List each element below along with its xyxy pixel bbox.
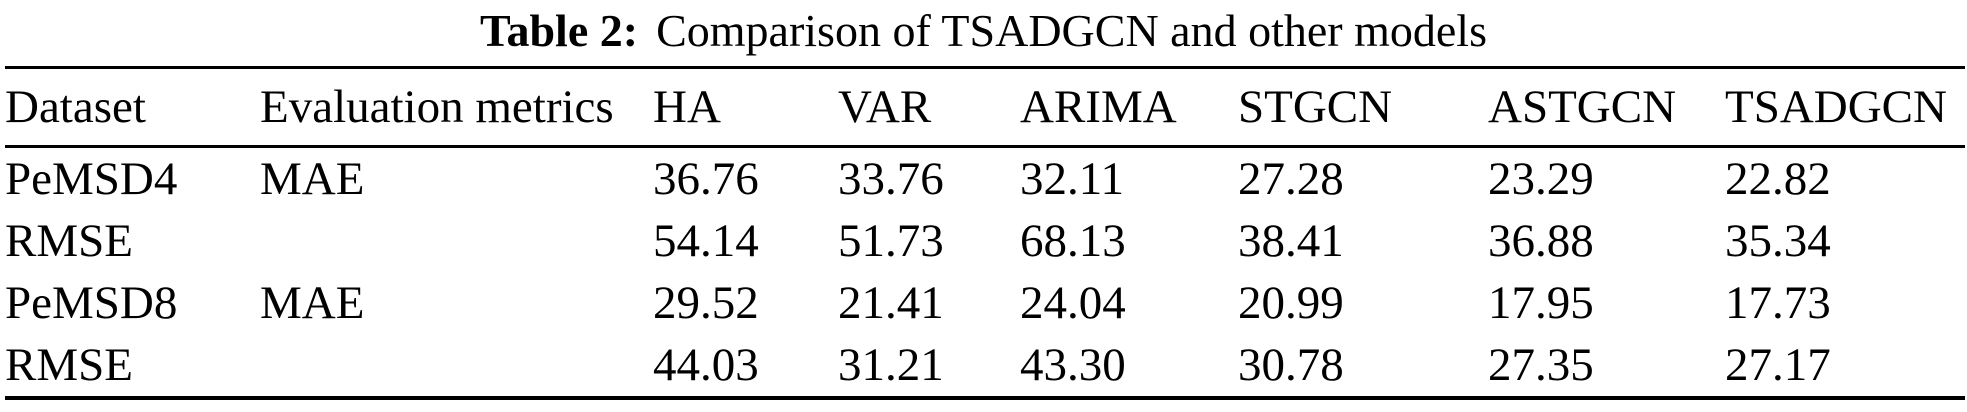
comparison-table: Dataset Evaluation metrics HA VAR ARIMA … [5,66,1965,400]
cell-value: 36.76 [653,153,759,205]
cell-value: 21.41 [838,277,944,329]
column-header-stgcn: STGCN [1238,81,1393,133]
cell-metric: MAE [260,153,365,205]
column-header-var: VAR [838,81,932,133]
cell-value: 33.76 [838,153,944,205]
cell-value: 23.29 [1488,153,1594,205]
cell-metric [260,334,653,398]
table-row: PeMSD8 MAE 29.52 21.41 24.04 20.99 17.95… [5,272,1965,334]
column-header-dataset: Dataset [5,81,146,133]
cell-dataset: PeMSD8 [5,277,178,329]
table-row: PeMSD4 MAE 36.76 33.76 32.11 27.28 23.29… [5,147,1965,211]
cell-metric: MAE [260,277,365,329]
cell-value: 38.41 [1238,215,1344,267]
cell-value: 24.04 [1020,277,1126,329]
cell-value: 44.03 [653,339,759,391]
cell-value: 30.78 [1238,339,1344,391]
column-header-tsadgcn: TSADGCN [1725,81,1947,133]
table-caption-label: Table 2: [480,5,639,56]
cell-dataset: RMSE [5,339,133,391]
column-header-astgcn: ASTGCN [1488,81,1677,133]
header-row: Dataset Evaluation metrics HA VAR ARIMA … [5,68,1965,147]
cell-value: 27.35 [1488,339,1594,391]
table-caption-text: Comparison of TSADGCN and other models [656,5,1487,56]
column-header-evaluation-metrics: Evaluation metrics [260,81,614,133]
cell-value: 22.82 [1725,153,1831,205]
cell-dataset: PeMSD4 [5,153,178,205]
cell-value: 54.14 [653,215,759,267]
cell-value: 32.11 [1020,153,1125,205]
cell-value: 51.73 [838,215,944,267]
cell-value: 31.21 [838,339,944,391]
table-row: RMSE 54.14 51.73 68.13 38.41 36.88 35.34 [5,210,1965,272]
cell-metric [260,210,653,272]
cell-value: 36.88 [1488,215,1594,267]
cell-value: 27.17 [1725,339,1831,391]
cell-value: 29.52 [653,277,759,329]
cell-value: 17.73 [1725,277,1831,329]
cell-value: 20.99 [1238,277,1344,329]
column-header-ha: HA [653,81,721,133]
cell-value: 17.95 [1488,277,1594,329]
cell-value: 43.30 [1020,339,1126,391]
cell-dataset: RMSE [5,215,133,267]
cell-value: 35.34 [1725,215,1831,267]
table-row: RMSE 44.03 31.21 43.30 30.78 27.35 27.17 [5,334,1965,398]
table-caption: Table 2: Comparison of TSADGCN and other… [0,0,1967,66]
column-header-arima: ARIMA [1020,81,1177,133]
cell-value: 27.28 [1238,153,1344,205]
cell-value: 68.13 [1020,215,1126,267]
